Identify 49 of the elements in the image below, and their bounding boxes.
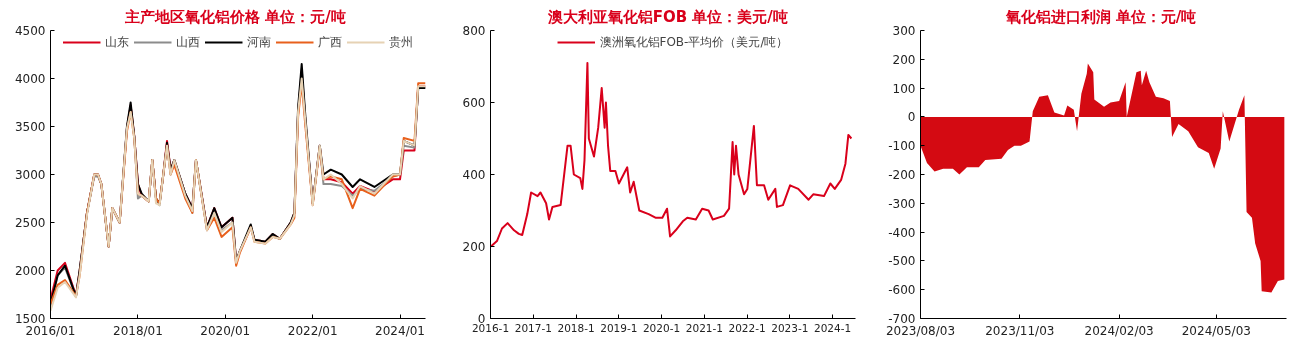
chart-title: 氧化铝进口利润 单位：元/吨 [1004, 7, 1197, 26]
y-tick-label: 200 [462, 240, 486, 254]
y-tick-label: -500 [888, 254, 916, 269]
x-tick-label: 2024-1 [813, 321, 852, 334]
x-tick-label: 2018/01 [113, 323, 163, 338]
legend-label: 山西 [176, 33, 200, 51]
y-tick-label: 2000 [14, 264, 46, 278]
y-tick-label: 100 [892, 81, 916, 96]
y-tick-label: 600 [462, 96, 486, 110]
y-tick-label: 400 [462, 168, 486, 182]
y-tick-label: -700 [888, 312, 916, 326]
x-tick-label: 2022/01 [287, 323, 338, 338]
line-series [490, 61, 853, 248]
x-tick-label: 2022-1 [728, 321, 766, 334]
y-tick-label: 1500 [14, 312, 46, 326]
x-tick-label: 2020/01 [200, 323, 251, 338]
y-tick-label: 200 [892, 52, 916, 67]
x-tick-label: 2018-1 [557, 321, 595, 334]
x-tick-label: 2016/01 [25, 323, 76, 338]
x-tick-label: 2021-1 [685, 321, 723, 334]
x-tick-label: 2017-1 [514, 321, 552, 334]
legend-label: 河南 [247, 33, 271, 51]
y-tick-label: -600 [888, 283, 916, 298]
y-tick-label: -400 [888, 225, 916, 240]
y-tick-label: 800 [462, 24, 486, 38]
y-tick-label: 3000 [14, 168, 46, 182]
y-tick-label: 0 [907, 110, 916, 125]
x-tick-label: 2023/11/03 [985, 323, 1055, 338]
y-tick-label: 4500 [14, 24, 46, 38]
x-tick-label: 2024/01 [375, 323, 425, 338]
legend-label: 广西 [318, 33, 342, 51]
y-tick-label: -100 [888, 139, 916, 154]
legend-label: 澳洲氧化铝FOB-平均价（美元/吨） [599, 33, 789, 51]
y-tick-label: 2500 [14, 216, 46, 230]
y-tick-label: -200 [888, 168, 916, 182]
x-tick-label: 2020-1 [642, 321, 681, 334]
legend-label: 山东 [105, 33, 129, 51]
x-tick-label: 2023/08/03 [885, 323, 956, 338]
y-tick-label: 4000 [14, 72, 46, 86]
legend-label: 贵州 [389, 33, 413, 51]
x-tick-label: 2024/02/03 [1084, 323, 1154, 338]
x-tick-label: 2019-1 [600, 321, 638, 334]
y-tick-label: 3500 [14, 120, 46, 134]
x-tick-label: 2023-1 [771, 321, 809, 334]
y-tick-label: -300 [888, 196, 916, 211]
x-tick-label: 2024/05/03 [1181, 323, 1251, 338]
y-tick-label: 300 [892, 24, 916, 38]
chart-title: 主产地区氧化铝价格 单位：元/吨 [124, 7, 346, 26]
chart-title: 澳大利亚氧化铝FOB 单位：美元/吨 [546, 7, 788, 26]
